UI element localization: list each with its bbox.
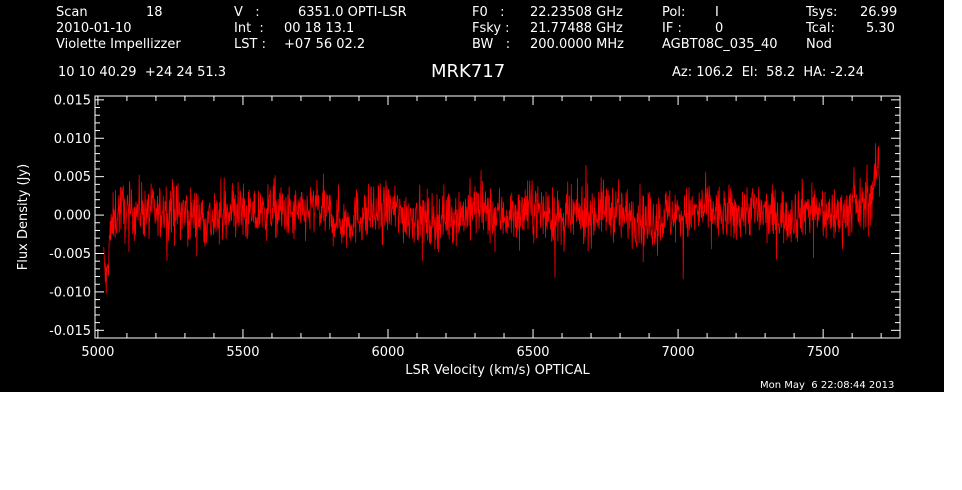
date-value: 2010-01-10 xyxy=(56,21,132,36)
lst-value: +07 56 02.2 xyxy=(284,37,366,52)
tcal-label: Tcal: xyxy=(806,21,835,36)
plot-frame xyxy=(94,95,901,339)
y-tick-label: 0.015 xyxy=(54,93,91,108)
observer-name: Violette Impellizzer xyxy=(56,37,181,52)
pol-label: Pol: xyxy=(662,5,686,20)
source-name: MRK717 xyxy=(431,61,506,82)
pol-value: I xyxy=(715,5,719,20)
y-tick-label: 0.005 xyxy=(54,170,91,185)
y-tick-label: 0.000 xyxy=(54,209,91,224)
y-axis-label: Flux Density (Jy) xyxy=(16,164,31,270)
v-label: V : xyxy=(234,5,260,20)
gbtidl-plot-panel: Scan 18 2010-01-10 Violette Impellizzer … xyxy=(0,0,944,392)
f0-value: 22.23508 GHz xyxy=(530,5,623,20)
az-el-ha: Az: 106.2 El: 58.2 HA: -2.24 xyxy=(672,65,864,80)
tsys-label: Tsys: xyxy=(806,5,838,20)
plot-timestamp: Mon May 6 22:08:44 2013 xyxy=(760,380,895,391)
y-tick-label: 0.010 xyxy=(54,132,91,147)
x-tick-label: 7000 xyxy=(662,345,695,360)
bw-value: 200.0000 MHz xyxy=(530,37,624,52)
x-tick-label: 6500 xyxy=(516,345,549,360)
if-value: 0 xyxy=(715,21,724,36)
y-tick-label: -0.010 xyxy=(49,285,91,300)
fsky-label: Fsky : xyxy=(472,21,510,36)
bw-label: BW : xyxy=(472,37,511,52)
y-tick-label: -0.005 xyxy=(49,247,91,262)
tsys-value: 26.99 xyxy=(860,5,898,20)
x-tick-label: 5000 xyxy=(81,345,114,360)
int-value: 00 18 13.1 xyxy=(284,21,355,36)
scan-value: 18 xyxy=(146,5,163,20)
x-tick-label: 6000 xyxy=(371,345,404,360)
spectrum-plot: 5000 5500 6000 6500 7000 7500 0.015 0.010 0.005 0… xyxy=(16,93,901,378)
y-tick-label: -0.015 xyxy=(49,324,91,339)
fsky-value: 21.77488 GHz xyxy=(530,21,623,36)
x-tick-label: 7500 xyxy=(807,345,840,360)
lst-label: LST : xyxy=(234,37,266,52)
scan-label: Scan xyxy=(56,5,88,20)
v-value: 6351.0 OPTI-LSR xyxy=(298,5,407,20)
tcal-value: 5.30 xyxy=(866,21,895,36)
if-label: IF : xyxy=(662,21,682,36)
x-tick-label: 5500 xyxy=(226,345,259,360)
mode-value: Nod xyxy=(806,37,832,52)
spectrum-trace xyxy=(103,143,881,294)
int-label: Int : xyxy=(234,21,264,36)
project-id: AGBT08C_035_40 xyxy=(662,37,778,52)
ra-dec-coordinates: 10 10 40.29 +24 24 51.3 xyxy=(58,65,227,80)
f0-label: F0 : xyxy=(472,5,505,20)
x-axis-label: LSR Velocity (km/s) OPTICAL xyxy=(405,363,590,378)
